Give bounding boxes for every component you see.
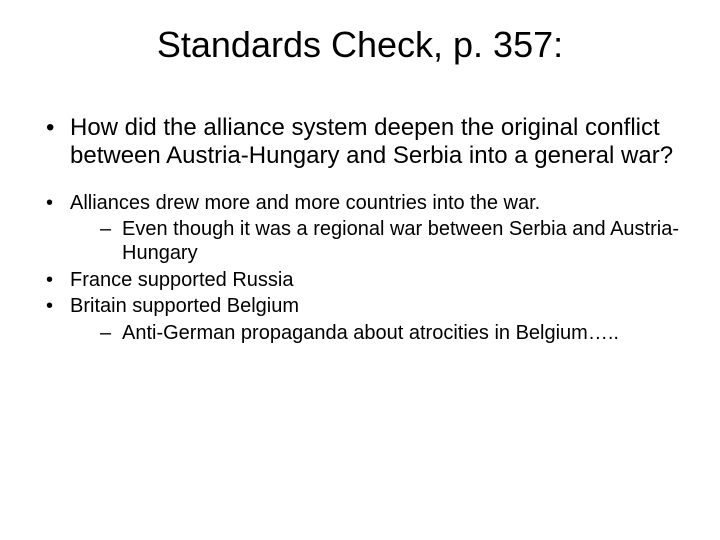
answer-list: Alliances drew more and more countries i… <box>40 191 680 345</box>
answer-text: Alliances drew more and more countries i… <box>70 192 540 214</box>
slide-title: Standards Check, p. 357: <box>40 24 680 66</box>
answer-sub-text: Anti-German propaganda about atrocities … <box>122 322 619 344</box>
answer-text: France supported Russia <box>70 269 293 291</box>
answer-sublist: Anti-German propaganda about atrocities … <box>70 321 680 345</box>
slide: Standards Check, p. 357: How did the all… <box>0 0 720 540</box>
slide-body: How did the alliance system deepen the o… <box>40 114 680 345</box>
question-bullet: How did the alliance system deepen the o… <box>40 114 680 171</box>
answer-sublist: Even though it was a regional war betwee… <box>70 217 680 266</box>
answer-bullet: Britain supported Belgium Anti-German pr… <box>40 294 680 345</box>
answer-sub-bullet: Even though it was a regional war betwee… <box>98 217 680 266</box>
answer-bullet: France supported Russia <box>40 268 680 292</box>
answer-bullet: Alliances drew more and more countries i… <box>40 191 680 266</box>
answer-sub-text: Even though it was a regional war betwee… <box>122 218 679 264</box>
question-text: How did the alliance system deepen the o… <box>70 114 673 169</box>
answer-sub-bullet: Anti-German propaganda about atrocities … <box>98 321 680 345</box>
answer-text: Britain supported Belgium <box>70 295 299 317</box>
question-list: How did the alliance system deepen the o… <box>40 114 680 171</box>
